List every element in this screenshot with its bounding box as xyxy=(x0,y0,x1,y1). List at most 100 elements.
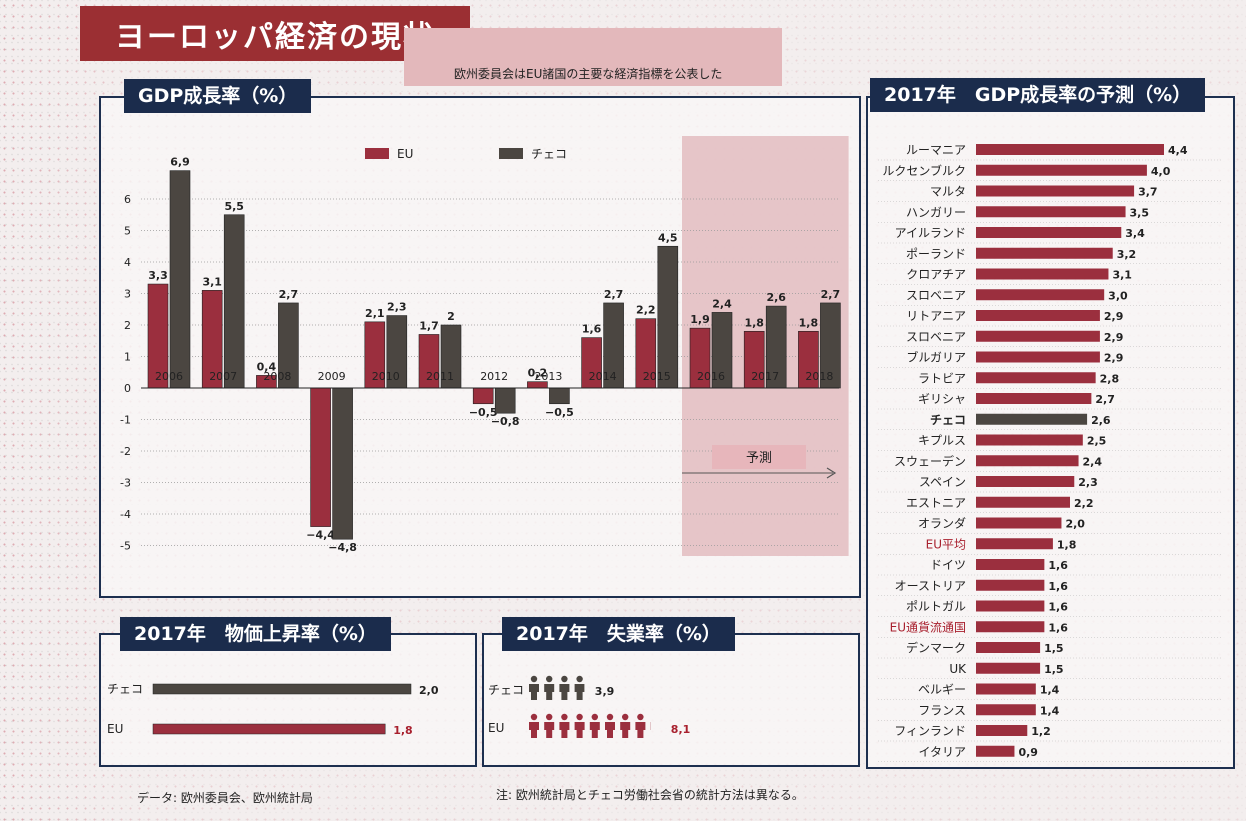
data-label: 0,2 xyxy=(528,367,548,380)
y-tick-label: -1 xyxy=(120,414,131,427)
country-label: キプルス xyxy=(918,434,966,448)
gdp-growth-chart: 6 5 4 3 2 1 0 -1 -2 -3 -4 -5 予測 3,3 6,9 3,1 5,5 0,4 2,7 −4,… xyxy=(120,136,849,556)
data-label: 2,9 xyxy=(1104,352,1124,365)
y-tick-label: -3 xyxy=(120,477,131,490)
y-tick-label: 3 xyxy=(124,288,131,301)
bar-czech xyxy=(223,214,245,389)
forecast-bar xyxy=(976,330,1100,342)
country-label: UK xyxy=(949,662,967,676)
data-label: 1,6 xyxy=(582,323,602,336)
data-label: 1,9 xyxy=(690,313,710,326)
data-label: 2 xyxy=(447,310,455,323)
country-label: ルクセンブルク xyxy=(882,163,966,178)
data-label: 1,4 xyxy=(1040,704,1060,717)
forecast-bar xyxy=(976,268,1109,280)
forecast-bar xyxy=(976,704,1036,716)
data-label: 0,4 xyxy=(257,360,277,373)
subtitle-text: 欧州委員会はEU諸国の主要な経済指標を公表した xyxy=(454,67,723,81)
data-label: 2,3 xyxy=(1078,476,1098,489)
forecast-bar xyxy=(976,434,1083,446)
x-tick-label: 2011 xyxy=(426,370,454,383)
person-icon xyxy=(544,713,555,738)
forecast-bar xyxy=(976,579,1045,591)
y-tick-label: -5 xyxy=(120,540,131,553)
country-label: ポーランド xyxy=(906,247,966,261)
y-tick-label: 0 xyxy=(124,382,131,395)
data-label: 2,3 xyxy=(387,301,407,314)
forecast-arrow-head xyxy=(826,467,837,479)
data-label: 0,9 xyxy=(1018,746,1038,759)
bar-czech xyxy=(549,387,570,405)
data-label: 3,4 xyxy=(1125,227,1145,240)
data-label: 3,1 xyxy=(1112,269,1132,282)
data-label: 4,4 xyxy=(1168,144,1188,157)
person-icon xyxy=(574,713,585,738)
person-icon xyxy=(620,713,631,738)
forecast-bar xyxy=(976,351,1100,363)
forecast-bar xyxy=(976,600,1045,612)
data-label: 2,6 xyxy=(766,291,786,304)
country-label: エストニア xyxy=(906,496,966,510)
inflation-panel: チェコ 2,0 EU 1,8 xyxy=(99,633,477,767)
data-label: 2,4 xyxy=(1083,455,1103,468)
forecast-bar xyxy=(976,476,1075,487)
forecast-bar xyxy=(976,745,1015,757)
x-tick-label: 2016 xyxy=(697,370,725,383)
data-label: 4,0 xyxy=(1151,165,1171,178)
data-label: 1,8 xyxy=(799,316,819,329)
x-tick-label: 2009 xyxy=(318,370,346,383)
country-label: EU通貨流通国 xyxy=(890,619,966,634)
data-label: 2,0 xyxy=(419,684,439,697)
data-label: 3,0 xyxy=(1108,289,1128,302)
subtitle-box: 欧州委員会はEU諸国の主要な経済指標を公表した xyxy=(404,28,782,86)
data-label: −0,5 xyxy=(545,406,574,419)
person-icon xyxy=(529,713,539,738)
forecast-title: 2017年 GDP成長率の予測（%） xyxy=(870,78,1206,112)
forecast-label-box xyxy=(712,445,806,469)
x-tick-label: 2007 xyxy=(209,370,237,383)
person-icon xyxy=(635,713,646,738)
unemployment-label: EU xyxy=(488,721,504,735)
country-label: ハンガリー xyxy=(906,205,966,219)
data-label: −4,4 xyxy=(306,529,335,542)
forecast-bar xyxy=(976,559,1045,570)
person-icon xyxy=(544,675,555,700)
bar-czech xyxy=(332,387,353,540)
data-label: 2,1 xyxy=(365,307,385,320)
unemployment-panel: チェコ 3,9 EU 8,1 xyxy=(482,633,860,767)
x-tick-label: 2015 xyxy=(643,370,671,383)
forecast-bar xyxy=(976,310,1100,321)
x-tick-label: 2018 xyxy=(805,370,833,383)
data-label: 3,3 xyxy=(148,269,168,282)
forecast-bar xyxy=(976,372,1096,384)
data-label: 2,7 xyxy=(604,288,624,301)
data-label: 5,5 xyxy=(224,200,244,213)
country-label: スロベニア xyxy=(906,330,966,344)
unemployment-chart: チェコ 3,9 EU 8,1 xyxy=(488,675,691,738)
forecast-bar xyxy=(976,164,1147,176)
data-label: 3,9 xyxy=(595,685,615,698)
person-icon xyxy=(589,713,600,738)
forecast-bar xyxy=(976,185,1135,197)
gdp-growth-title: GDP成長率（%） xyxy=(124,79,312,113)
forecast-panel: ルーマニア 4,4 ルクセンブルク 4,0 マルタ 3,7 ハンガリー 3,5 アイルランド 3,… xyxy=(866,96,1235,769)
country-label: イタリア xyxy=(918,745,966,759)
data-label: 2,7 xyxy=(821,288,841,301)
person-icon xyxy=(574,675,585,700)
person-icon xyxy=(559,713,570,738)
data-label: 8,1 xyxy=(671,723,691,736)
inflation-chart: チェコ 2,0 EU 1,8 xyxy=(107,682,439,737)
data-label: 2,2 xyxy=(636,304,656,317)
forecast-chart: ルーマニア 4,4 ルクセンブルク 4,0 マルタ 3,7 ハンガリー 3,5 アイルランド 3,… xyxy=(878,143,1223,763)
person-icon xyxy=(559,675,570,700)
forecast-bar xyxy=(976,144,1164,155)
data-label: 1,2 xyxy=(1031,725,1051,738)
forecast-bar xyxy=(976,642,1041,653)
data-label: −0,5 xyxy=(469,406,498,419)
person-icon xyxy=(650,722,651,730)
forecast-bar xyxy=(976,683,1036,695)
country-label: マルタ xyxy=(930,185,966,199)
data-label: 1,6 xyxy=(1048,580,1068,593)
country-label: チェコ xyxy=(930,413,966,427)
data-label: 1,5 xyxy=(1044,663,1064,676)
